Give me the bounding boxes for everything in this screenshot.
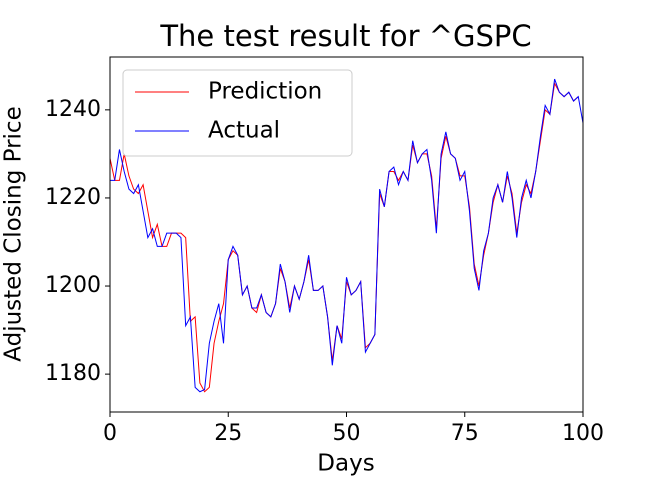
series-line [110,78,584,393]
x-tick-label: 50 [333,421,361,446]
plot-frame [109,56,584,413]
legend-label: Prediction [208,79,322,105]
legend-label: Actual [208,118,280,144]
y-tick-label: 1240 [45,97,101,122]
x-axis-label: Days [317,451,374,477]
y-tick-label: 1220 [45,185,101,210]
y-tick-label: 1180 [45,361,101,386]
x-tick-label: 25 [214,421,242,446]
y-tick-label: 1200 [45,273,101,298]
chart-title: The test result for ^GSPC [159,19,531,53]
x-tick-label: 0 [103,421,117,446]
x-tick-label: 100 [562,421,604,446]
y-axis-label: Adjusted Closing Price [1,106,27,361]
x-tick-label: 75 [451,421,479,446]
